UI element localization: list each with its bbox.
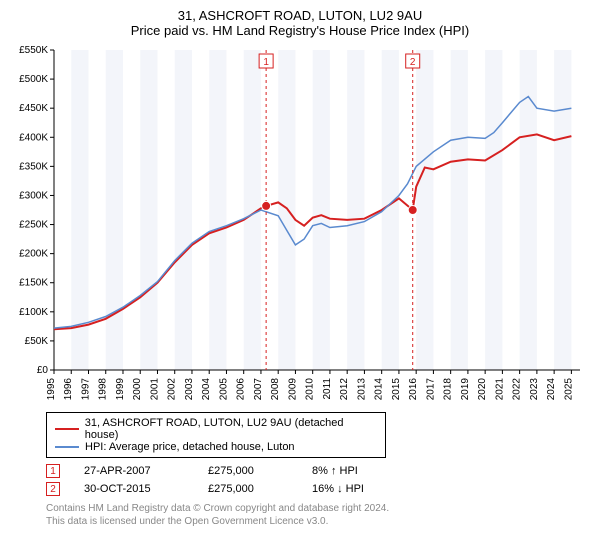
x-tick-label: 2023 (529, 378, 540, 401)
x-tick-label: 2011 (322, 378, 333, 400)
data-row-date: 30-OCT-2015 (84, 483, 184, 495)
x-tick-label: 2024 (546, 378, 557, 401)
marker-label-1: 1 (263, 57, 269, 68)
marker-label-2: 2 (410, 57, 416, 68)
marker-dot-1 (262, 201, 271, 210)
legend-swatch-blue (55, 446, 79, 448)
x-tick-label: 2017 (425, 378, 436, 401)
legend-row-2: HPI: Average price, detached house, Luto… (55, 441, 377, 453)
y-tick-label: £50K (25, 336, 49, 347)
chart: £0 £50K £100K £150K £200K £250K £300K £350K £400… (10, 44, 590, 404)
footer-line-1: Contains HM Land Registry data © Crown c… (46, 502, 590, 515)
x-tick-label: 2001 (149, 378, 160, 401)
x-tick-label: 1997 (80, 378, 91, 401)
chart-title-line1: 31, ASHCROFT ROAD, LUTON, LU2 9AU (10, 8, 590, 23)
y-tick-label: £300K (19, 190, 48, 201)
y-tick-label: £350K (19, 161, 48, 172)
x-tick-label: 2016 (408, 378, 419, 401)
x-tick-label: 2010 (305, 378, 316, 401)
legend-swatch-red (55, 428, 79, 430)
x-tick-label: 2021 (494, 378, 505, 401)
data-row-delta: 8% ↑ HPI (312, 465, 358, 477)
x-tick-label: 1999 (115, 378, 126, 401)
x-tick-label: 1998 (98, 378, 109, 401)
x-tick-label: 2003 (184, 378, 195, 401)
marker-badge-2: 2 (46, 482, 60, 496)
x-tick-label: 2022 (512, 378, 523, 401)
footer-line-2: This data is licensed under the Open Gov… (46, 515, 590, 528)
marker-badge-1: 1 (46, 464, 60, 478)
x-tick-label: 2006 (236, 378, 247, 401)
x-tick-label: 2002 (167, 378, 178, 401)
x-tick-label: 2009 (287, 378, 298, 401)
x-tick-label: 1995 (46, 378, 57, 401)
y-tick-label: £500K (19, 74, 48, 85)
x-tick-label: 2005 (218, 378, 229, 401)
legend-row-1: 31, ASHCROFT ROAD, LUTON, LU2 9AU (detac… (55, 417, 377, 441)
x-tick-label: 2014 (374, 378, 385, 401)
y-tick-label: £0 (37, 365, 49, 376)
data-row-price: £275,000 (208, 483, 288, 495)
x-tick-label: 2015 (391, 378, 402, 401)
x-tick-label: 2012 (339, 378, 350, 401)
x-tick-label: 1996 (63, 378, 74, 401)
data-row-2: 2 30-OCT-2015 £275,000 16% ↓ HPI (46, 482, 590, 496)
y-tick-label: £100K (19, 307, 48, 318)
y-tick-label: £250K (19, 220, 48, 231)
footer: Contains HM Land Registry data © Crown c… (46, 502, 590, 528)
y-tick-label: £150K (19, 278, 48, 289)
x-tick-label: 2004 (201, 378, 212, 401)
y-tick-label: £400K (19, 132, 48, 143)
x-tick-label: 2020 (477, 378, 488, 401)
y-tick-label: £200K (19, 249, 48, 260)
legend-label-1: 31, ASHCROFT ROAD, LUTON, LU2 9AU (detac… (85, 417, 377, 441)
x-tick-label: 2000 (132, 378, 143, 401)
data-row-delta: 16% ↓ HPI (312, 483, 364, 495)
x-tick-label: 2018 (443, 378, 454, 401)
y-tick-label: £450K (19, 103, 48, 114)
x-tick-label: 2019 (460, 378, 471, 401)
data-row-1: 1 27-APR-2007 £275,000 8% ↑ HPI (46, 464, 590, 478)
x-tick-label: 2025 (563, 378, 574, 401)
chart-title-line2: Price paid vs. HM Land Registry's House … (10, 23, 590, 38)
legend-label-2: HPI: Average price, detached house, Luto… (85, 441, 295, 453)
data-row-price: £275,000 (208, 465, 288, 477)
x-tick-label: 2007 (253, 378, 264, 401)
marker-dot-2 (408, 206, 417, 215)
x-tick-label: 2013 (356, 378, 367, 401)
x-tick-label: 2008 (270, 378, 281, 401)
y-tick-label: £550K (19, 45, 48, 56)
legend: 31, ASHCROFT ROAD, LUTON, LU2 9AU (detac… (46, 412, 386, 458)
data-row-date: 27-APR-2007 (84, 465, 184, 477)
